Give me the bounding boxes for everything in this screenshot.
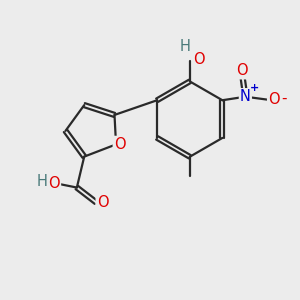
Text: H: H <box>37 174 48 189</box>
Text: O: O <box>97 195 108 210</box>
Text: O: O <box>268 92 280 107</box>
Text: +: + <box>250 83 259 94</box>
Text: -: - <box>281 91 286 106</box>
Text: O: O <box>114 137 125 152</box>
Text: H: H <box>180 39 191 54</box>
Text: O: O <box>237 63 248 78</box>
Text: O: O <box>193 52 204 67</box>
Text: O: O <box>48 176 60 190</box>
Text: N: N <box>240 89 251 104</box>
